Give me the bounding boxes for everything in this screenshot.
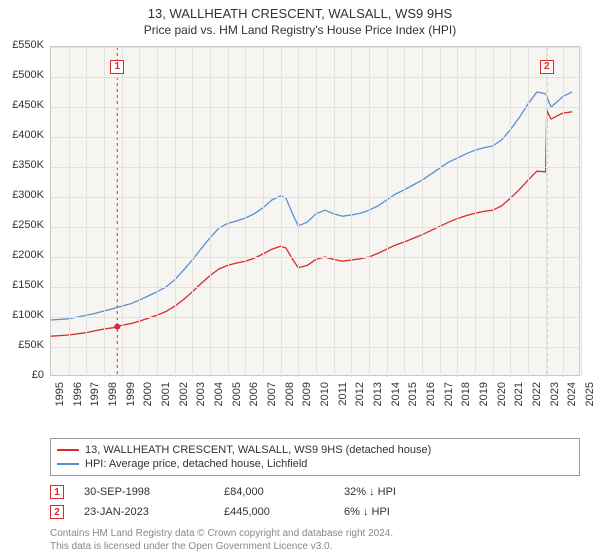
y-axis-tick-label: £500K [0,69,44,81]
y-axis-labels: £0 £50K £100K £150K £200K £250K £300K £350K £400… [2,39,48,383]
trade-marker-number: 2 [54,507,60,518]
x-axis-tick-label: 2022 [531,382,543,422]
legend-swatch [57,449,79,451]
x-axis-tick-label: 2002 [178,382,190,422]
x-axis-tick-label: 2003 [195,382,207,422]
x-axis-labels: 1995 1996 1997 1998 1999 2000 2001 2002 2003 2004… [50,380,580,440]
x-axis-tick-label: 2012 [354,382,366,422]
x-axis-tick-label: 2024 [566,382,578,422]
footer: Contains HM Land Registry data © Crown c… [50,528,580,553]
y-axis-tick-label: £450K [0,99,44,111]
x-axis-tick-label: 2006 [248,382,260,422]
trade-diff: 32% ↓ HPI [344,486,464,498]
chart-container: 13, WALLHEATH CRESCENT, WALSALL, WS9 9HS… [0,0,600,560]
chart-sale-marker: 1 [110,60,124,74]
x-axis-tick-label: 2018 [460,382,472,422]
y-axis-tick-label: £0 [0,369,44,381]
x-axis-tick-label: 2001 [160,382,172,422]
y-axis-tick-label: £150K [0,279,44,291]
trade-marker-number: 1 [54,487,60,498]
x-axis-tick-label: 1998 [107,382,119,422]
x-axis-tick-label: 1996 [72,382,84,422]
trade-row: 2 23-JAN-2023 £445,000 6% ↓ HPI [50,502,580,522]
trade-marker-icon: 2 [50,505,64,519]
x-axis-tick-label: 2020 [496,382,508,422]
plot-area: 12 [50,46,580,376]
y-axis-tick-label: £250K [0,219,44,231]
chart-subtitle: Price paid vs. HM Land Registry's House … [0,21,600,41]
footer-line: Contains HM Land Registry data © Crown c… [50,528,580,541]
x-axis-tick-label: 1995 [54,382,66,422]
legend-swatch [57,463,79,465]
trade-marker-icon: 1 [50,485,64,499]
y-axis-tick-label: £400K [0,129,44,141]
trade-diff: 6% ↓ HPI [344,506,464,518]
trade-date: 23-JAN-2023 [64,506,224,518]
chart-sale-marker: 2 [540,60,554,74]
x-axis-tick-label: 2016 [425,382,437,422]
x-axis-tick-label: 2011 [337,382,349,422]
legend-item: HPI: Average price, detached house, Lich… [57,457,573,471]
x-axis-tick-label: 2025 [584,382,596,422]
x-axis-tick-label: 2009 [301,382,313,422]
x-axis-tick-label: 1997 [89,382,101,422]
y-axis-tick-label: £550K [0,39,44,51]
trade-table: 1 30-SEP-1998 £84,000 32% ↓ HPI 2 23-JAN… [50,482,580,522]
trade-date: 30-SEP-1998 [64,486,224,498]
x-axis-tick-label: 2004 [213,382,225,422]
legend-label: HPI: Average price, detached house, Lich… [85,458,307,470]
x-axis-tick-label: 2017 [443,382,455,422]
trade-price: £445,000 [224,506,344,518]
y-axis-tick-label: £350K [0,159,44,171]
y-axis-tick-label: £200K [0,249,44,261]
trade-price: £84,000 [224,486,344,498]
footer-line: This data is licensed under the Open Gov… [50,541,580,554]
x-axis-tick-label: 2000 [142,382,154,422]
legend: 13, WALLHEATH CRESCENT, WALSALL, WS9 9HS… [50,438,580,476]
x-axis-tick-label: 2008 [284,382,296,422]
x-axis-tick-label: 2023 [549,382,561,422]
x-axis-tick-label: 2019 [478,382,490,422]
x-axis-tick-label: 2013 [372,382,384,422]
y-axis-tick-label: £100K [0,309,44,321]
chart-title: 13, WALLHEATH CRESCENT, WALSALL, WS9 9HS [0,0,600,21]
x-axis-tick-label: 1999 [125,382,137,422]
legend-item: 13, WALLHEATH CRESCENT, WALSALL, WS9 9HS… [57,443,573,457]
y-axis-tick-label: £50K [0,339,44,351]
y-axis-tick-label: £300K [0,189,44,201]
chart-area: £0£50K£100K£150K£200K£250K£300K£350K£400… [50,46,580,396]
x-axis-tick-label: 2005 [231,382,243,422]
x-axis-tick-label: 2015 [407,382,419,422]
trade-row: 1 30-SEP-1998 £84,000 32% ↓ HPI [50,482,580,502]
x-axis-tick-label: 2021 [513,382,525,422]
legend-label: 13, WALLHEATH CRESCENT, WALSALL, WS9 9HS… [85,444,431,456]
x-axis-tick-label: 2014 [390,382,402,422]
x-axis-tick-label: 2007 [266,382,278,422]
x-axis-tick-label: 2010 [319,382,331,422]
